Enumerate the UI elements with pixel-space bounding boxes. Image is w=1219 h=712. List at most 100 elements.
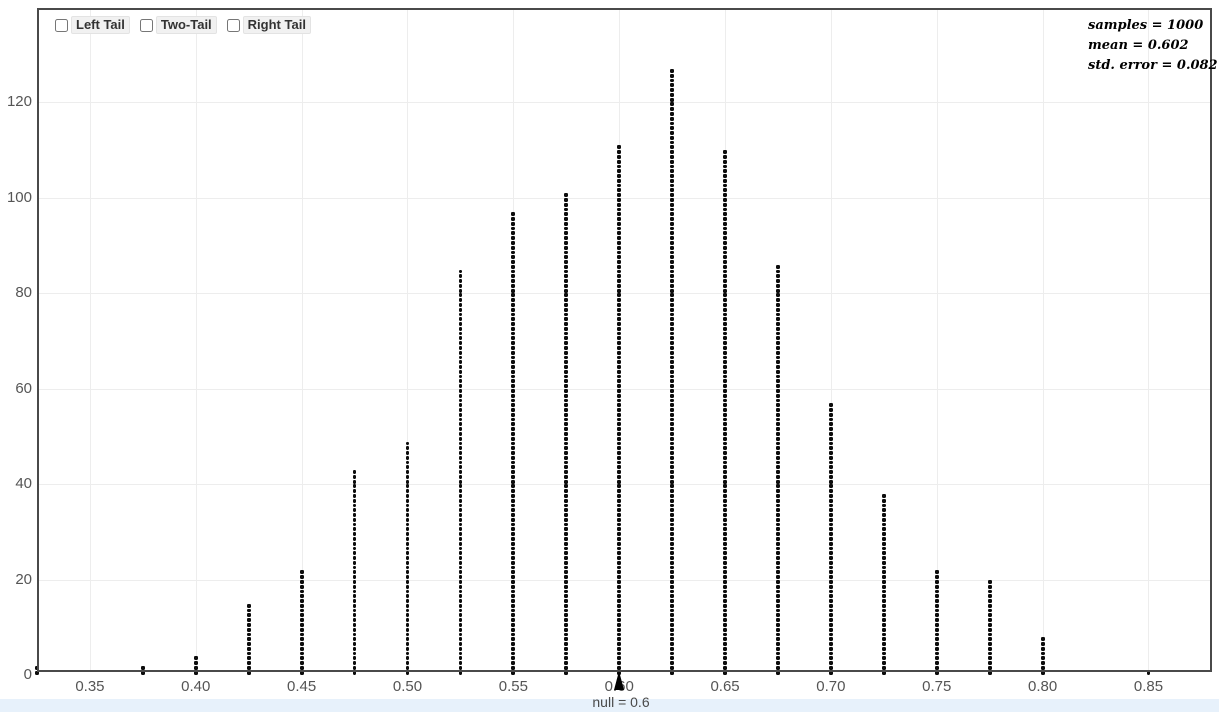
sample-dot (511, 508, 516, 513)
sample-dot (723, 150, 727, 155)
sample-dot (1040, 651, 1045, 656)
sample-dot (511, 384, 516, 388)
sample-dot (776, 618, 780, 622)
sample-dot (405, 541, 410, 546)
sample-dot (405, 527, 410, 532)
two-tail-label[interactable]: Two-Tail (155, 16, 217, 34)
sample-dot (564, 279, 569, 283)
sample-dot (193, 656, 198, 661)
sample-dot (617, 317, 622, 322)
sample-dot (723, 470, 727, 474)
sample-dot (987, 661, 992, 665)
sample-dot (458, 360, 463, 365)
sample-dot (564, 436, 569, 441)
sample-dot (829, 508, 833, 513)
sample-dot (670, 197, 675, 202)
two-tail-checkbox[interactable] (139, 18, 153, 32)
sample-dot (881, 541, 886, 546)
sample-dot (299, 608, 304, 613)
sample-dot (299, 603, 304, 608)
sample-dot (776, 532, 780, 537)
sample-dot (458, 661, 463, 665)
sample-dot (723, 221, 727, 226)
sample-dot (670, 460, 675, 465)
y-gridline (39, 579, 1210, 581)
sample-dot (829, 517, 833, 522)
sample-dot (1040, 646, 1045, 651)
sample-dot (987, 646, 992, 651)
sample-dot (511, 608, 516, 613)
sample-dot (723, 527, 727, 532)
sample-dot (776, 283, 780, 288)
sample-dot (881, 642, 886, 646)
sample-dot (723, 412, 727, 417)
right-tail-label[interactable]: Right Tail (242, 16, 311, 34)
sample-dot (776, 279, 780, 283)
sample-dot (670, 92, 675, 97)
sample-dot (776, 412, 780, 417)
sample-dot (405, 537, 410, 541)
sample-dot (511, 670, 516, 675)
sample-dot (458, 417, 463, 422)
sample-dot (564, 603, 569, 608)
right-tail-checkbox[interactable] (226, 18, 240, 32)
sample-dot (670, 73, 675, 78)
sample-dot (829, 460, 833, 465)
sample-dot (670, 546, 675, 551)
left-tail-control[interactable]: Left Tail (55, 16, 130, 34)
left-tail-label[interactable]: Left Tail (71, 16, 130, 34)
sample-dot (723, 537, 727, 541)
sample-dot (617, 360, 622, 365)
sample-dot (352, 560, 357, 565)
sample-dot (405, 642, 410, 646)
sample-dot (670, 260, 675, 264)
sample-dot (458, 322, 463, 326)
sample-dot (723, 193, 727, 197)
sample-dot (511, 365, 516, 369)
sample-dot (723, 465, 727, 470)
sample-dot (723, 341, 727, 346)
sample-dot (829, 470, 833, 474)
sample-dot (881, 532, 886, 537)
sample-dot (670, 431, 675, 436)
sample-dot (458, 532, 463, 537)
two-tail-control[interactable]: Two-Tail (139, 16, 217, 34)
sample-dot (670, 131, 675, 135)
sample-dot (511, 350, 516, 355)
sample-dot (776, 556, 780, 560)
sample-dot (511, 303, 516, 307)
sample-dot (564, 250, 569, 255)
sample-dot (352, 637, 357, 642)
sample-dot (564, 403, 569, 408)
sample-dot (670, 646, 675, 651)
sample-dot (723, 350, 727, 355)
sample-dot (829, 513, 833, 517)
sample-dot (458, 283, 463, 288)
sample-dot (723, 474, 727, 479)
sample-dot (35, 665, 39, 670)
sample-dot (617, 279, 622, 283)
sample-dot (776, 508, 780, 513)
sample-dot (987, 642, 992, 646)
sample-dot (405, 470, 410, 474)
sample-dot (617, 556, 622, 560)
sample-dot (564, 455, 569, 460)
sample-dot (299, 632, 304, 637)
sample-dot (617, 508, 622, 513)
right-tail-control[interactable]: Right Tail (226, 16, 311, 34)
sample-dot (564, 431, 569, 436)
sample-dot (723, 202, 727, 207)
sample-dot (776, 632, 780, 637)
sample-dot (670, 164, 675, 169)
sample-dot (617, 388, 622, 393)
sample-dot (617, 226, 622, 231)
left-tail-checkbox[interactable] (55, 18, 68, 32)
sample-dot (564, 627, 569, 632)
sample-dot (617, 307, 622, 312)
sample-dot (829, 665, 833, 670)
sample-dot (829, 417, 833, 422)
sample-dot (405, 484, 410, 489)
sample-dot (670, 651, 675, 656)
sample-dot (564, 197, 569, 202)
sample-dot (670, 427, 675, 431)
